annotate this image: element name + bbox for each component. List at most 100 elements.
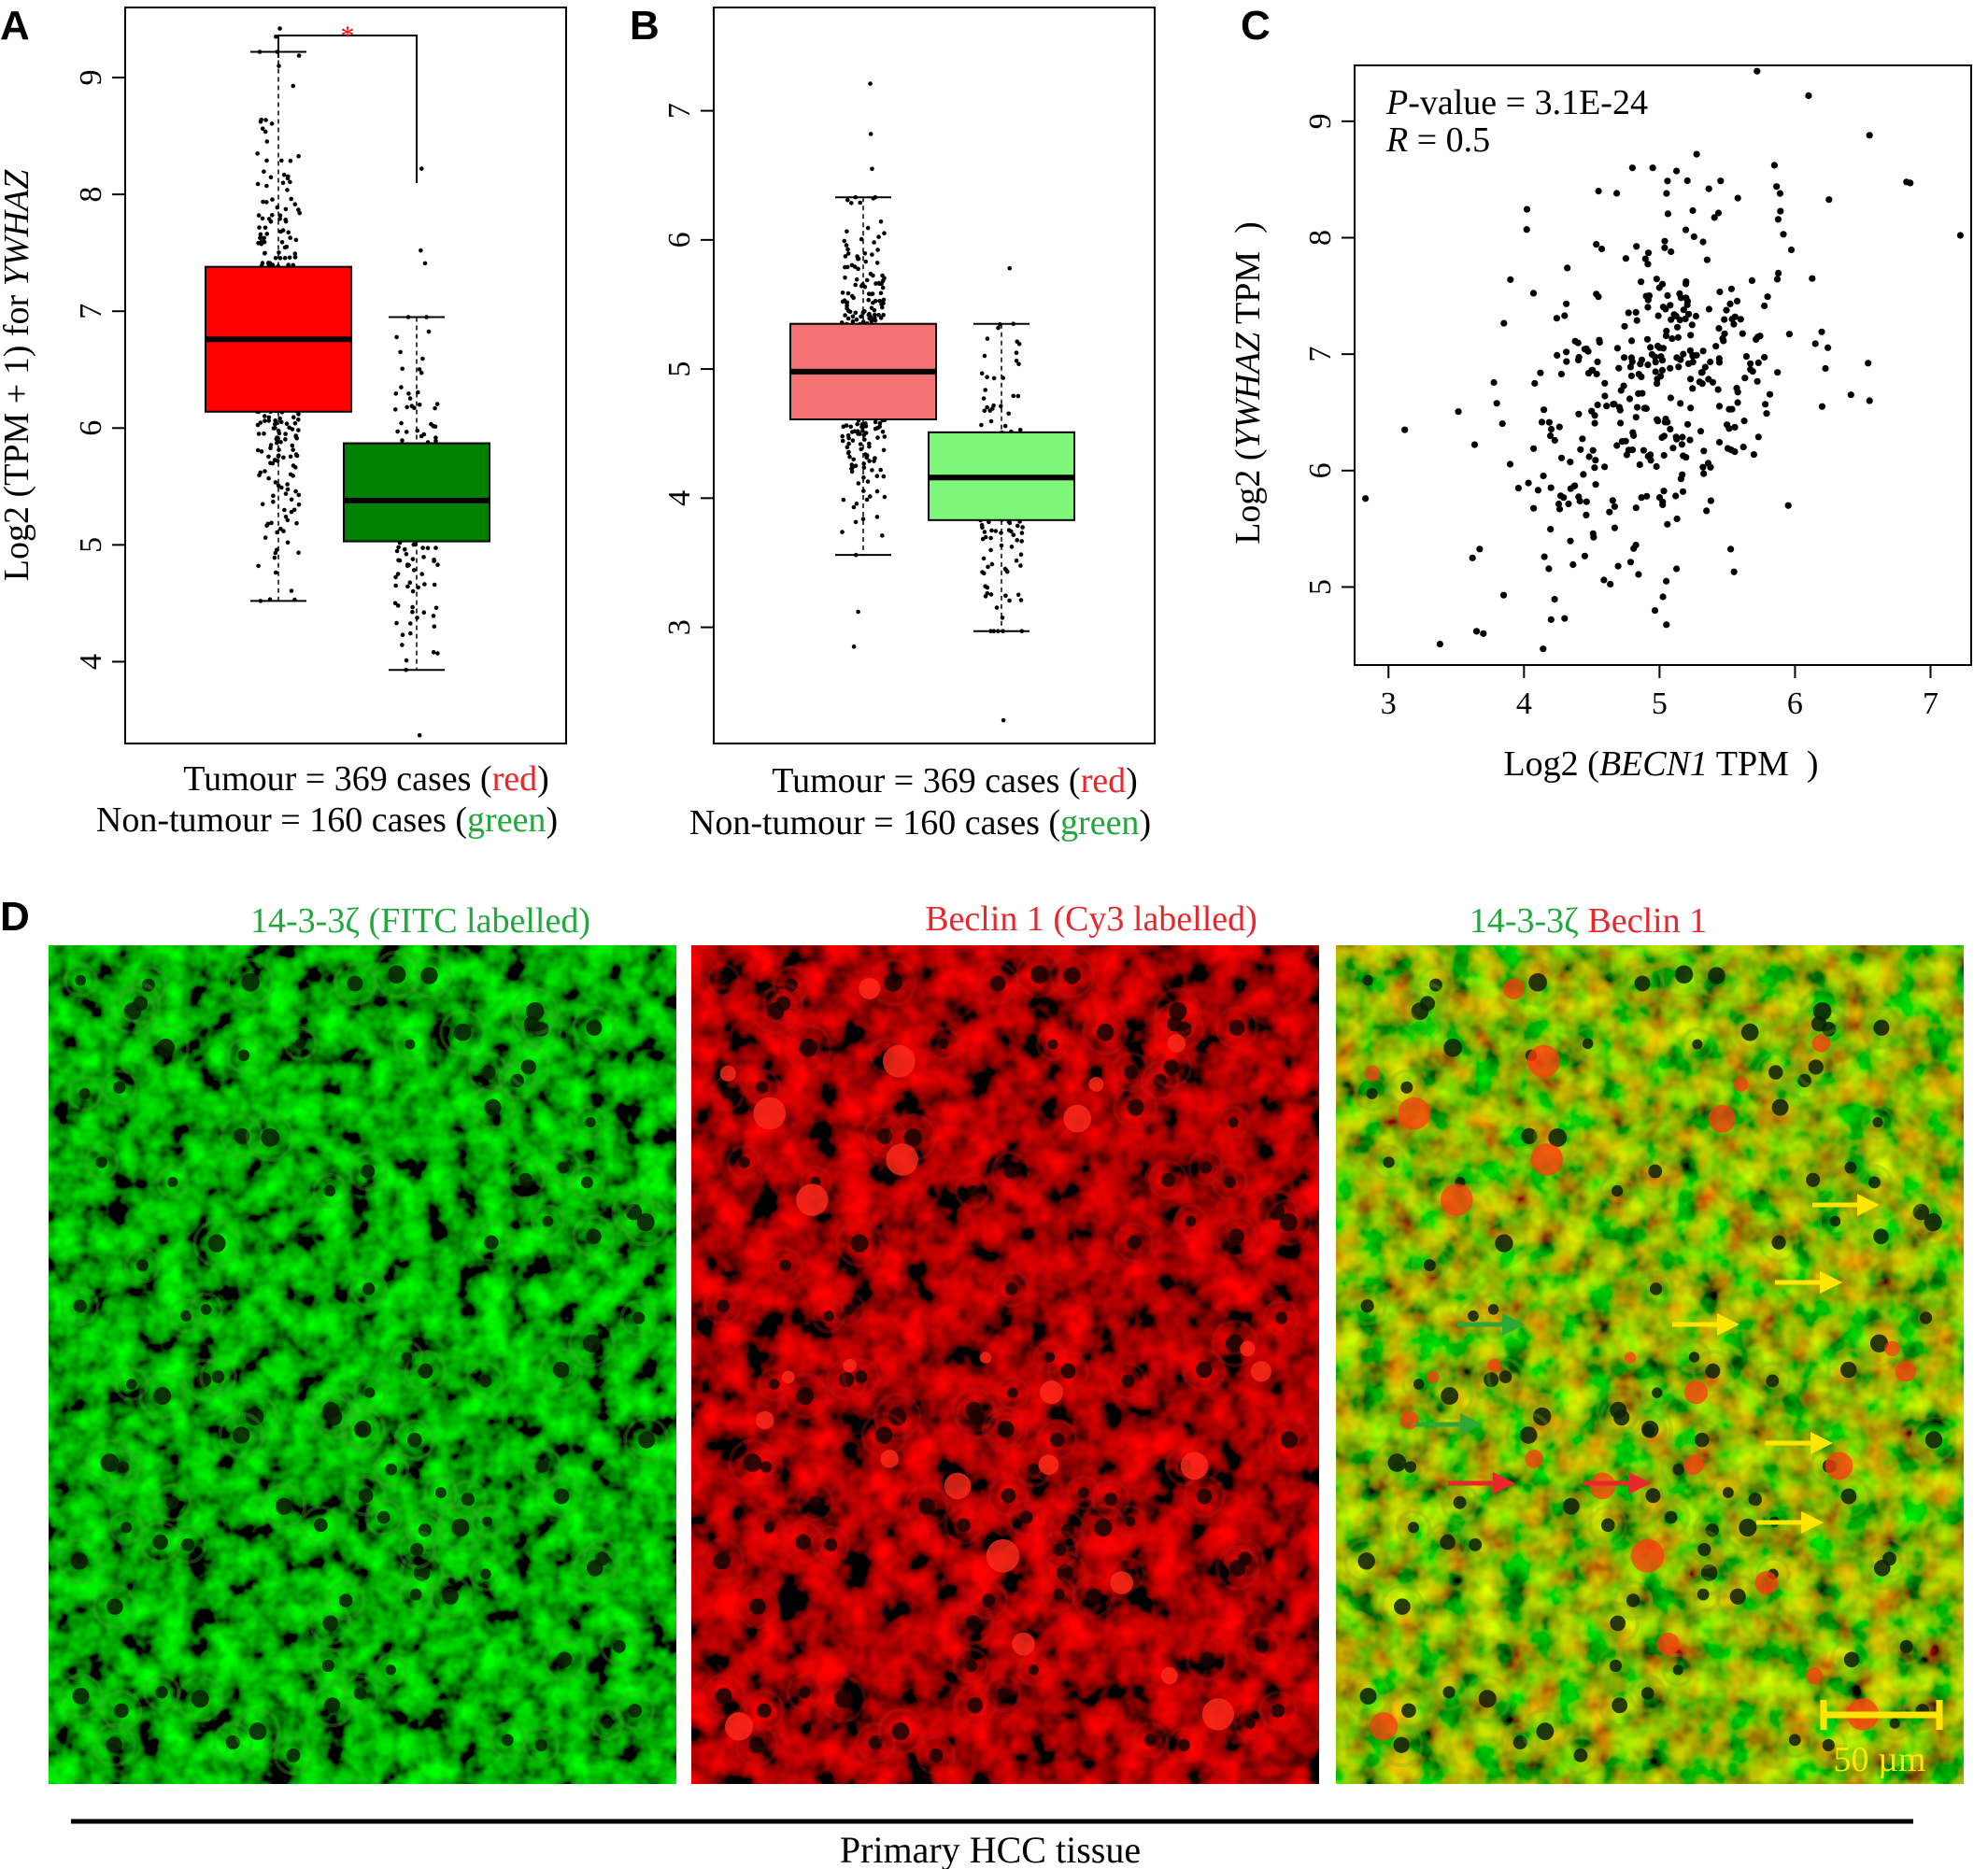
scatter-point <box>1540 472 1547 480</box>
cell-nucleus <box>1030 965 1049 984</box>
data-point <box>983 388 987 392</box>
cell-nucleus <box>1440 1534 1456 1550</box>
scatter-point <box>1565 500 1572 508</box>
scatter-point <box>1436 640 1443 648</box>
data-point <box>273 418 278 423</box>
cell-nucleus <box>1562 1497 1580 1515</box>
data-point <box>878 316 884 320</box>
cell-outline <box>504 1159 547 1201</box>
cell-nucleus <box>1498 1370 1512 1383</box>
beclin-punctum <box>1530 1143 1563 1176</box>
cell-nucleus <box>314 1518 328 1533</box>
data-point <box>854 276 859 282</box>
data-point <box>431 423 436 429</box>
scatter-point <box>1514 485 1522 492</box>
cell-nucleus <box>625 1203 643 1221</box>
cell-nucleus <box>843 1304 855 1315</box>
scatter-point <box>1774 216 1782 223</box>
data-point <box>882 494 888 500</box>
data-point <box>434 402 440 406</box>
cell-outline <box>1047 1510 1087 1550</box>
data-point <box>847 454 852 460</box>
cell-outline <box>1832 1149 1869 1186</box>
beclin-punctum <box>1525 1450 1544 1468</box>
cell-nucleus <box>1822 1738 1835 1752</box>
data-point <box>1002 423 1008 429</box>
beclin-punctum <box>986 1538 1020 1573</box>
cell-nucleus <box>1771 1098 1789 1116</box>
cell-nucleus <box>196 1372 212 1388</box>
data-point <box>421 555 426 559</box>
cell-nucleus <box>969 1409 986 1426</box>
cell-nucleus <box>1700 1564 1718 1581</box>
cell-outline <box>345 1474 387 1517</box>
data-point <box>281 455 286 460</box>
data-point <box>846 308 851 314</box>
cell-outline <box>1692 1510 1732 1550</box>
cell-nucleus <box>1867 1176 1881 1189</box>
cell-outline <box>1640 1375 1675 1410</box>
beclin-punctum <box>1754 1571 1779 1594</box>
data-point <box>877 298 882 304</box>
data-point <box>989 561 995 567</box>
micrograph-fitc <box>49 945 676 1784</box>
cell-nucleus <box>757 1703 772 1719</box>
cell-outline <box>1411 1247 1449 1284</box>
caption-b-line2: Non-tumour = 160 cases (green) <box>689 803 1151 842</box>
cell-outline <box>1859 1005 1904 1050</box>
cell-outline <box>621 1198 670 1247</box>
scatter-point <box>1633 243 1640 250</box>
data-point <box>875 435 880 440</box>
scatter-point <box>1633 317 1640 324</box>
cell-nucleus <box>518 1172 533 1187</box>
scatter-point <box>1673 354 1681 361</box>
scatter-point <box>1581 552 1588 559</box>
cell-outline <box>1659 950 1709 999</box>
cell-nucleus <box>1280 1431 1299 1449</box>
cell-nucleus <box>355 1423 368 1437</box>
cell-nucleus <box>418 1523 432 1537</box>
cell-nucleus <box>1053 1542 1067 1557</box>
outlier-point <box>868 81 873 86</box>
bottom-caption: Primary HCC tissue <box>840 1829 1141 1869</box>
scatter-point <box>1638 373 1645 380</box>
cell-nucleus <box>1428 978 1442 992</box>
beclin-punctum <box>1399 1410 1419 1430</box>
cell-outline <box>568 1164 606 1201</box>
beclin-punctum <box>1180 1451 1209 1480</box>
cell-outline <box>85 1438 135 1487</box>
data-point <box>991 403 996 408</box>
scatter-point <box>1805 92 1812 100</box>
cell-outline <box>1486 1357 1525 1396</box>
cell-nucleus <box>1153 1073 1167 1088</box>
cell-outline <box>1426 1372 1473 1420</box>
scatter-point <box>1630 545 1638 552</box>
scatter-point <box>1721 330 1728 337</box>
beclin-punctum <box>1039 1381 1064 1405</box>
cell-outline <box>143 1673 181 1711</box>
data-point <box>981 396 987 401</box>
data-point <box>256 213 262 218</box>
cell-outline <box>1214 1214 1258 1258</box>
scatter-point <box>1540 645 1547 653</box>
cell-outline <box>831 1292 867 1327</box>
cell-outline <box>192 1219 241 1267</box>
data-point <box>409 404 415 409</box>
data-point <box>433 435 438 440</box>
scatter-point <box>1625 309 1632 317</box>
data-point <box>860 517 866 521</box>
cell-nucleus <box>636 1213 655 1232</box>
cell-nucleus <box>510 1073 524 1088</box>
cell-nucleus <box>153 1387 172 1406</box>
data-point <box>853 282 858 288</box>
data-point <box>870 468 874 473</box>
cell-outline <box>1598 1395 1644 1440</box>
scatter-point <box>1638 278 1645 286</box>
scatter-point <box>1956 232 1964 239</box>
scatter-point <box>1714 386 1722 393</box>
scatter-point <box>1600 576 1608 584</box>
cell-outline <box>1463 1675 1512 1723</box>
scatter-point <box>1689 352 1697 361</box>
cell-outline <box>1015 950 1064 999</box>
y-tick-label: 8 <box>1303 230 1338 246</box>
